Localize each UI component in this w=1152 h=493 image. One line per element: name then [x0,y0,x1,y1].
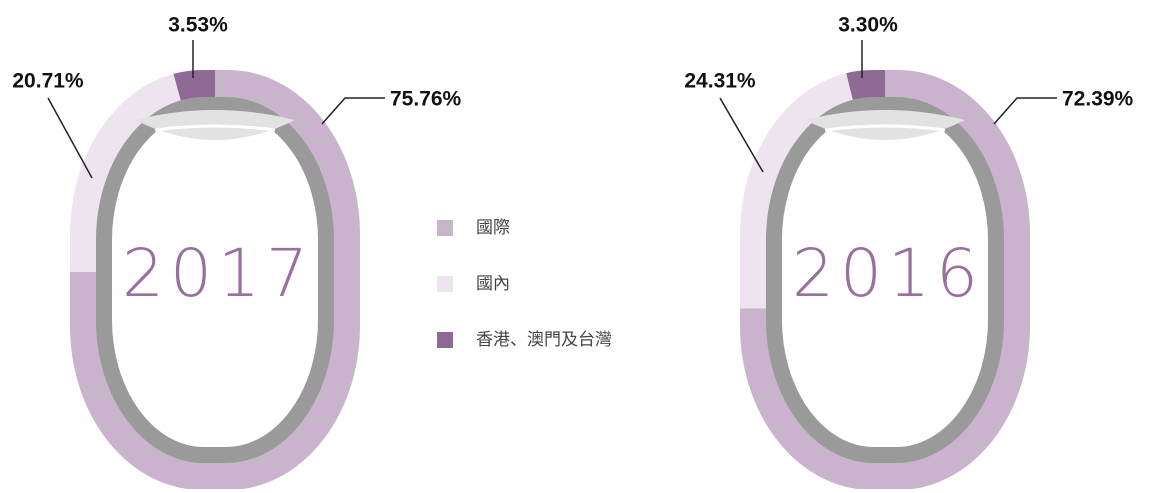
window-chart: 2016 72.39% 24.31% 3.30% [684,14,1133,476]
leader-line [322,98,385,124]
legend-swatch [437,276,453,292]
legend-swatch [437,220,453,236]
legend-label: 香港、澳門及台灣 [476,330,612,350]
value-label: 20.71% [12,70,84,93]
legend-label: 國際 [476,218,510,238]
value-label: 72.39% [1062,88,1134,111]
year-title: 2017 [122,235,314,312]
year-title: 2016 [792,235,984,312]
value-label: 3.30% [838,14,898,37]
infographic: 2017 75.76% 20.71% 3.53% 2016 72.39% 24.31% 3.3… [0,0,1152,489]
value-label: 75.76% [390,88,462,111]
value-label: 24.31% [684,70,756,93]
leader-line [720,98,763,172]
value-label: 3.53% [168,14,228,37]
legend-swatch [437,332,453,348]
legend-label: 國內 [476,274,510,294]
window-chart: 2017 75.76% 20.71% 3.53% [12,14,461,476]
leader-line [48,98,92,178]
leader-line [994,98,1057,124]
